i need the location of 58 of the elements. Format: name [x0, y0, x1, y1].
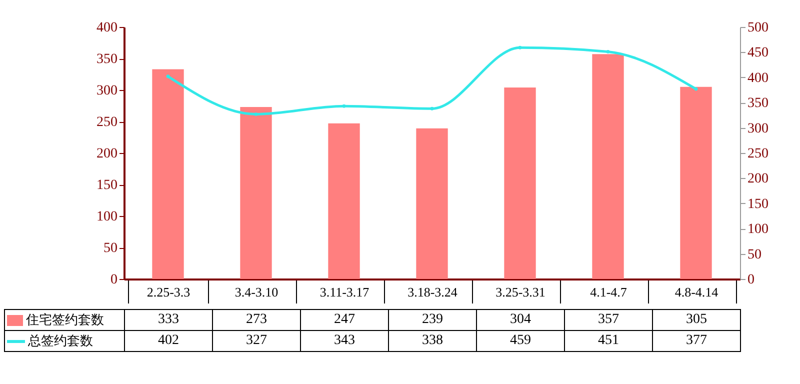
bar	[152, 69, 184, 279]
bar	[592, 54, 624, 279]
y2-tick-label: 200	[748, 172, 768, 187]
point	[430, 106, 434, 110]
y-tick-label: 0	[110, 272, 118, 288]
data-label: 343	[300, 330, 388, 352]
point	[342, 104, 346, 108]
data-label: 357	[564, 310, 652, 330]
bar	[504, 87, 536, 279]
data-label: 459	[476, 330, 564, 352]
data-label: 451	[564, 330, 652, 352]
data-label: 305	[652, 310, 740, 330]
x-tick-label: 4.8-4.14	[674, 284, 719, 300]
y2-tick-label: 250	[748, 146, 768, 162]
y-tick-label: 100	[96, 210, 118, 224]
y-tick-label: 250	[96, 115, 118, 130]
y-tick-label: 300	[96, 84, 118, 98]
y2-tick-label: 300	[748, 121, 768, 136]
bar	[240, 107, 272, 279]
data-label: 377	[652, 330, 740, 352]
x-tick-label: 3.18-3.24	[408, 284, 458, 300]
point	[606, 50, 610, 54]
y2-tick-label: 350	[748, 96, 768, 112]
point	[694, 87, 698, 91]
y-tick-label: 350	[96, 52, 118, 67]
bar	[680, 86, 712, 279]
data-label: 338	[388, 330, 476, 352]
data-label: 273	[212, 310, 300, 330]
bar	[328, 123, 360, 279]
data-label: 239	[388, 310, 476, 330]
bar	[416, 128, 448, 279]
point	[518, 46, 522, 50]
y2-tick-label: 450	[748, 46, 768, 61]
legend-label: 住宅签约套数	[4, 310, 124, 330]
line-series	[166, 46, 698, 116]
y2-tick-label: 500	[748, 20, 768, 36]
y-tick-label: 200	[96, 146, 118, 162]
y2-tick-label: 150	[748, 196, 768, 212]
y-tick-label: 400	[96, 20, 118, 36]
point	[254, 112, 258, 116]
point	[166, 74, 170, 78]
data-label: 402	[124, 330, 212, 352]
data-label: 247	[300, 310, 388, 330]
y2-tick-label: 100	[748, 222, 768, 238]
x-tick-label: 4.1-4.7	[590, 284, 628, 300]
x-tick-label: 2.25-3.3	[146, 284, 190, 300]
data-label: 327	[212, 330, 300, 352]
y-tick-label: 150	[96, 178, 118, 193]
legend-label: 总签约套数	[4, 330, 124, 352]
y2-tick-label: 0	[748, 272, 754, 288]
data-label: 333	[124, 310, 212, 330]
x-tick-label: 3.25-3.31	[496, 284, 546, 300]
y2-tick-label: 400	[748, 70, 768, 86]
x-tick-label: 3.4-3.10	[234, 284, 278, 300]
x-tick-label: 3.11-3.17	[320, 284, 370, 300]
y-tick-label: 50	[104, 241, 118, 256]
data-label: 304	[476, 310, 564, 330]
y2-tick-label: 50	[748, 247, 762, 262]
